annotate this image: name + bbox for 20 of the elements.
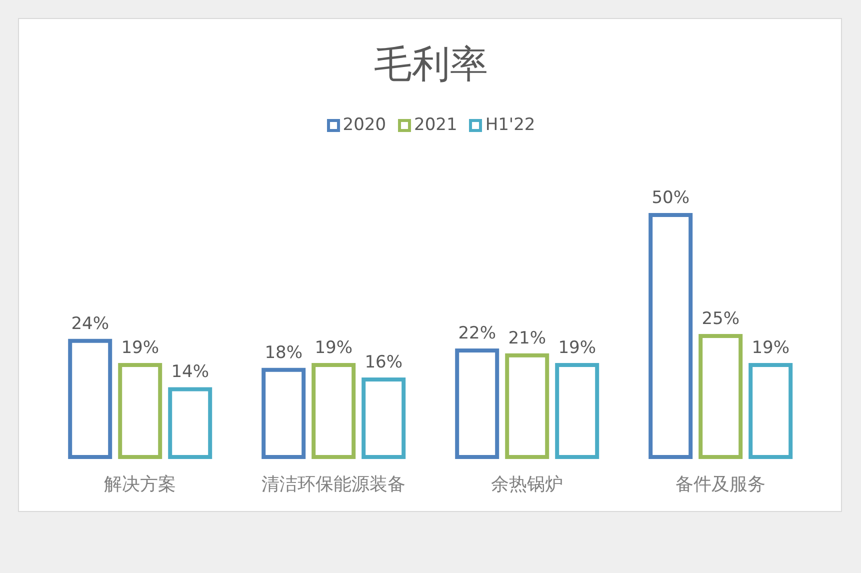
data-label: 19% xyxy=(752,338,790,358)
chart-title: 毛利率 xyxy=(373,41,489,88)
legend-label: 2021 xyxy=(414,115,458,135)
data-label: 25% xyxy=(702,309,740,329)
data-label: 19% xyxy=(314,338,352,358)
legend-label: H1'22 xyxy=(485,115,536,135)
data-label: 16% xyxy=(364,352,402,373)
data-label: 14% xyxy=(171,362,209,382)
x-tick-label: 解决方案 xyxy=(104,474,176,495)
data-label: 24% xyxy=(71,314,109,334)
data-label: 50% xyxy=(652,188,690,208)
data-label: 19% xyxy=(121,338,159,358)
data-label: 19% xyxy=(558,338,596,358)
data-label: 18% xyxy=(264,342,302,363)
x-tick-label: 备件及服务 xyxy=(675,474,766,495)
legend-label: 2020 xyxy=(342,115,386,135)
x-tick-label: 清洁环保能源装备 xyxy=(261,474,406,495)
x-tick-label: 余热锅炉 xyxy=(490,474,563,495)
data-label: 21% xyxy=(508,328,546,348)
data-label: 22% xyxy=(458,324,496,344)
